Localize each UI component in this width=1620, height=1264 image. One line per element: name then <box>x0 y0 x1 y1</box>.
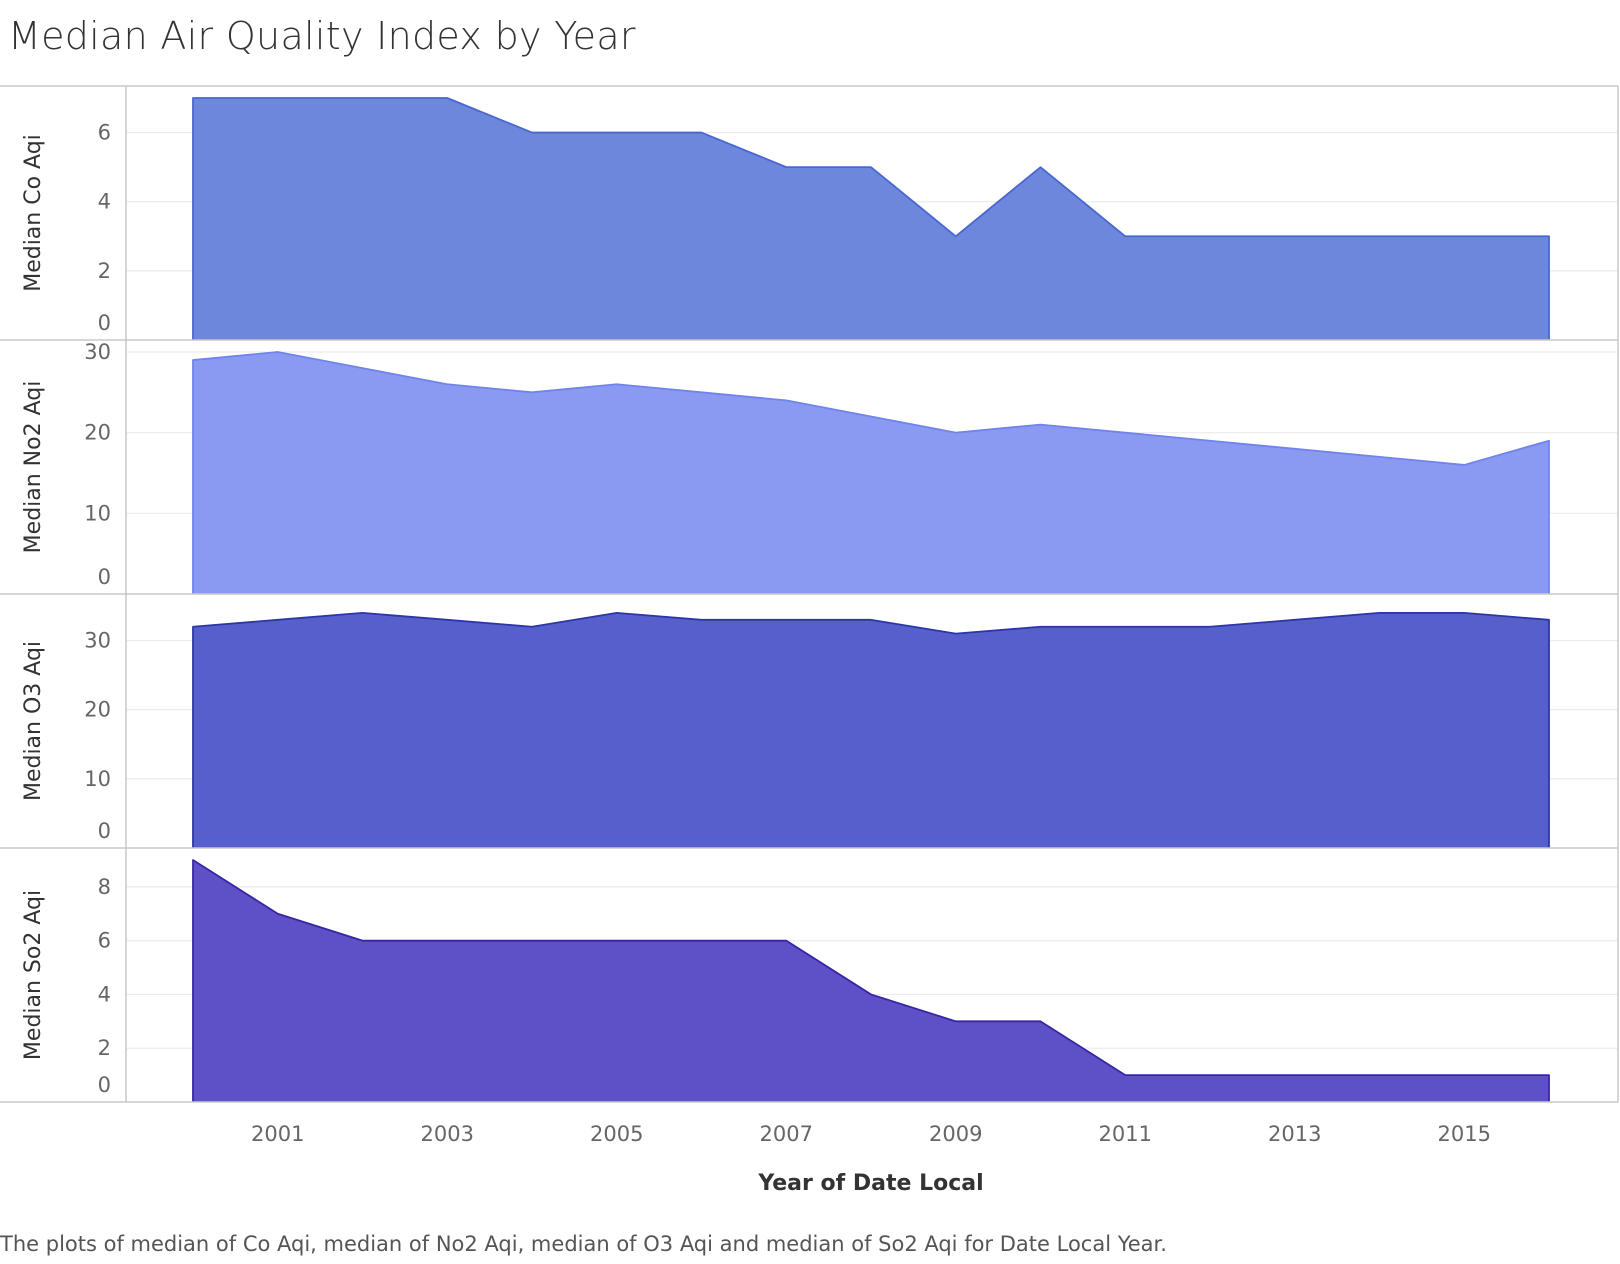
y-tick-label: 4 <box>98 190 111 214</box>
y-tick-label: 10 <box>84 767 111 791</box>
y-tick-label: 0 <box>98 565 111 589</box>
chart-title: Median Air Quality Index by Year <box>8 14 636 58</box>
x-axis: 2001 2003 2005 2007 2009 2011 2013 2015 <box>251 1122 1491 1146</box>
panel-3: 0 10 20 30 Median O3 Aqi <box>0 612 1618 849</box>
x-tick-label: 2011 <box>1099 1122 1152 1146</box>
y-axis-title: Median O3 Aqi <box>21 641 46 801</box>
y-tick-label: 6 <box>98 121 111 145</box>
y-tick-label: 0 <box>98 819 111 843</box>
x-tick-label: 2007 <box>760 1122 813 1146</box>
y-tick-label: 4 <box>98 982 111 1006</box>
x-tick-label: 2015 <box>1438 1122 1491 1146</box>
y-tick-label: 2 <box>98 1036 111 1060</box>
x-tick-label: 2005 <box>590 1122 643 1146</box>
y-axis-title: Median Co Aqi <box>21 134 46 292</box>
area-fill <box>193 860 1549 1102</box>
y-tick-label: 10 <box>84 501 111 525</box>
y-tick-label: 6 <box>98 929 111 953</box>
panel-1: 0 2 4 6 Median Co Aqi <box>0 97 1618 341</box>
y-tick-label: 8 <box>98 875 111 899</box>
x-tick-label: 2013 <box>1268 1122 1321 1146</box>
series-line <box>192 351 1550 594</box>
series-line <box>192 97 1550 340</box>
y-tick-label: 0 <box>98 1073 111 1097</box>
area-fill <box>193 98 1549 340</box>
y-axis-title: Median So2 Aqi <box>21 890 46 1060</box>
x-tick-label: 2003 <box>421 1122 474 1146</box>
panel-4: 0 2 4 6 8 Median So2 Aqi <box>0 859 1618 1103</box>
y-axis-title: Median No2 Aqi <box>21 381 46 554</box>
x-tick-label: 2001 <box>251 1122 304 1146</box>
series-line <box>192 612 1550 848</box>
y-tick-label: 20 <box>84 421 111 445</box>
area-fill <box>193 612 1549 848</box>
chart-caption: The plots of median of Co Aqi, median of… <box>0 1232 1167 1256</box>
y-tick-label: 30 <box>84 340 111 364</box>
panel-2: 0 10 20 30 Median No2 Aqi <box>0 340 1618 595</box>
x-axis-title: Year of Date Local <box>757 1171 983 1196</box>
y-tick-label: 30 <box>84 629 111 653</box>
series-line <box>192 859 1550 1102</box>
area-fill <box>193 352 1549 594</box>
y-tick-label: 2 <box>98 259 111 283</box>
y-tick-label: 0 <box>98 311 111 335</box>
y-tick-label: 20 <box>84 698 111 722</box>
x-tick-label: 2009 <box>929 1122 982 1146</box>
